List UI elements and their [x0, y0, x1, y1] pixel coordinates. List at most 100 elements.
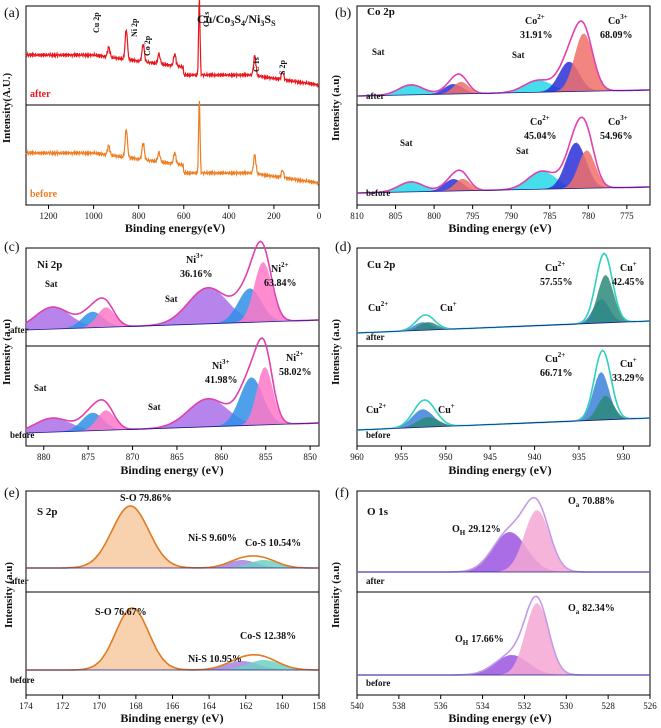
peak-label-ni2p: Ni 2p [130, 18, 139, 37]
c-before-ni3-value: 41.98% [205, 375, 238, 386]
d-y-axis-label: Intensity (a.u) [330, 319, 342, 385]
x-tick-label: 540 [350, 701, 364, 711]
panel-d-label: (d) [335, 240, 352, 255]
peak-label-co2p: Co 2p [143, 35, 152, 56]
f-after-oa: Oa 70.88% [568, 496, 615, 509]
x-tick-label: 158 [312, 701, 326, 711]
x-tick-label: 855 [259, 452, 273, 462]
panel-f-label: (f) [335, 486, 349, 501]
b-before-envelope-line [357, 116, 650, 194]
c-after-envelope-line [25, 240, 320, 327]
panel-b-title: Co 2p [367, 6, 395, 18]
x-tick-label: 795 [466, 211, 480, 221]
c-before-component-peak [26, 366, 319, 433]
d-before-cu2-small: Cu2+ [366, 402, 386, 416]
b-label-after: after [366, 91, 384, 101]
b-after-co3-label: Co3+ [608, 13, 628, 27]
e-after-cos: Co-S 10.54% [245, 538, 301, 549]
x-tick-label: 532 [518, 701, 532, 711]
c-y-axis-label: Intensity (a.u) [1, 319, 13, 385]
d-after-cu1-small: Cu+ [440, 300, 457, 314]
c-before-component-peak [26, 377, 319, 433]
d-before-cu1-small: Cu+ [438, 402, 455, 416]
e-x-axis-label: Binding energy (eV) [120, 711, 223, 725]
panel-d-title: Cu 2p [367, 259, 395, 271]
b-before-baseline [356, 186, 651, 194]
b-after-envelope-line [357, 20, 650, 97]
b-after-co3-value: 68.09% [600, 30, 633, 41]
c-x-axis-label: Binding energy (eV) [120, 463, 223, 477]
d-after-cu1-value: 42.45% [612, 277, 645, 288]
e-label-before: before [10, 675, 34, 685]
panel-c-title: Ni 2p [37, 259, 62, 271]
e-before-cos: Co-S 12.38% [240, 631, 296, 642]
panel-e-title: S 2p [37, 506, 58, 518]
peak-label-cu2p: Cu 2p [92, 12, 101, 33]
x-tick-label: 850 [303, 452, 317, 462]
peak-label-c1s: C 1s [252, 57, 261, 72]
x-tick-label: 160 [276, 701, 290, 711]
b-before-sat2: Sat [516, 146, 529, 156]
f-before-oa: Oa 82.34% [568, 603, 615, 616]
x-tick-label: 168 [129, 701, 143, 711]
peak-label-o1s: O 1s [202, 12, 211, 27]
b-before-component-peak [357, 181, 650, 193]
x-tick-label: 785 [543, 211, 557, 221]
x-tick-label: 534 [476, 701, 490, 711]
f-after-component-peak [357, 532, 650, 572]
e-after-component-peak [26, 560, 319, 568]
x-tick-label: 200 [267, 211, 281, 221]
c-after-ni3-label: Ni3+ [186, 252, 204, 266]
x-tick-label: 805 [389, 211, 403, 221]
x-tick-label: 400 [222, 211, 236, 221]
c-before-ni2-value: 58.02% [279, 367, 312, 378]
b-x-axis-label: Binding energy (eV) [448, 221, 551, 235]
x-tick-label: 880 [37, 452, 51, 462]
b-after-component-peak [357, 84, 650, 96]
c-before-component-peak [26, 418, 319, 433]
before-survey-line [25, 100, 320, 187]
x-tick-label: 865 [170, 452, 184, 462]
c-before-sat1: Sat [34, 383, 47, 393]
b-after-co2-label: Co2+ [525, 13, 545, 27]
x-tick-label: 1000 [85, 211, 104, 221]
c-before-baseline [25, 422, 320, 434]
x-tick-label: 800 [132, 211, 146, 221]
c-after-component-peak [26, 307, 319, 330]
c-after-ni2-label: Ni2+ [271, 261, 289, 275]
f-before-component-peak [357, 655, 650, 675]
x-tick-label: 526 [643, 701, 657, 711]
series-label-before: before [30, 189, 58, 200]
e-before-component-peak [26, 660, 319, 670]
plot-frame-3 [356, 247, 651, 447]
panel-c-label: (c) [4, 240, 20, 255]
y-axis-label: Intensity(A.U.) [1, 73, 13, 144]
x-tick-label: 790 [504, 211, 518, 221]
x-tick-label: 870 [126, 452, 140, 462]
c-after-sat1: Sat [45, 279, 58, 289]
d-after-cu2-small: Cu2+ [368, 300, 388, 314]
panel-a-label: (a) [4, 6, 20, 21]
x-tick-label: 162 [239, 701, 253, 711]
x-tick-label: 945 [483, 452, 497, 462]
plot-frame-5 [356, 490, 651, 696]
c-before-envelope-line [25, 337, 320, 430]
b-y-axis-label: Intensity (a.u) [330, 75, 342, 141]
e-before-nis: Ni-S 10.95% [188, 654, 242, 665]
x-tick-label: 930 [617, 452, 631, 462]
plot-frame-2 [25, 247, 320, 447]
after-survey-line [25, 0, 320, 89]
c-label-before: before [10, 430, 34, 440]
c-after-component-peak [26, 261, 319, 330]
d-before-cu2-label: Cu2+ [545, 351, 565, 365]
panel-e-label: (e) [4, 486, 20, 501]
f-y-axis-label: Intensity (a.u) [330, 562, 342, 628]
peak-label-s2p: S 2p [278, 60, 287, 75]
b-before-co2-label: Co2+ [530, 114, 550, 128]
c-after-ni3-value: 36.16% [180, 269, 213, 280]
e-after-component-peak [26, 506, 319, 568]
e-after-nis: Ni-S 9.60% [188, 533, 237, 544]
x-tick-label: 530 [560, 701, 574, 711]
x-tick-label: 940 [528, 452, 542, 462]
panel-a-title: Cu/Co3S4/Ni3SS [197, 12, 276, 28]
